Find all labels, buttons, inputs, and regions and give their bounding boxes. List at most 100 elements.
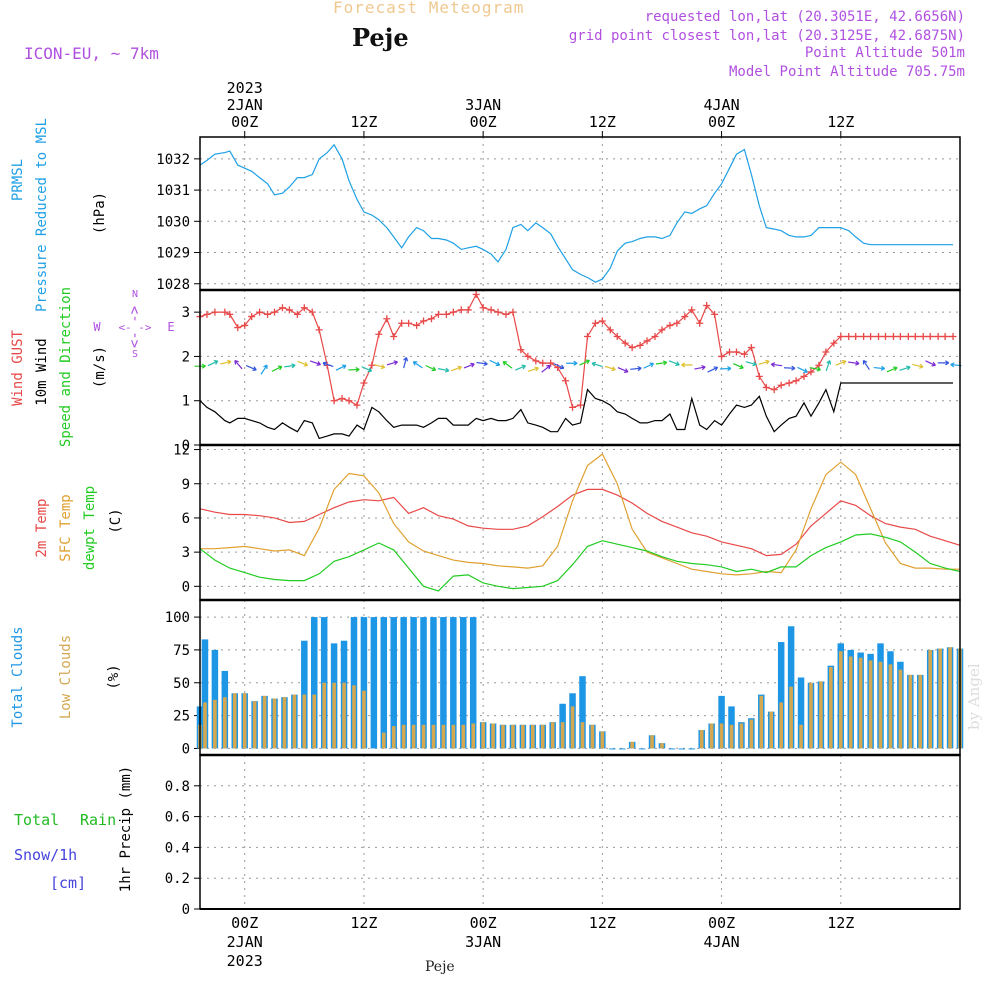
compass-s: S (132, 349, 138, 360)
bar-low-clouds (312, 694, 317, 749)
gust-marker (221, 308, 229, 316)
y-tick-label: 0 (182, 902, 190, 918)
bar-low-clouds (491, 723, 495, 749)
gust-marker (711, 310, 719, 318)
gust-marker (598, 317, 606, 325)
gust-marker (234, 324, 242, 332)
gust-marker (464, 306, 472, 314)
gust-marker (405, 319, 413, 327)
legend-cm: [cm] (50, 874, 86, 892)
bar-low-clouds (411, 724, 416, 749)
gust-marker (747, 344, 755, 352)
gust-marker (881, 333, 889, 340)
gust-marker (308, 308, 316, 316)
bar-low-clouds (630, 741, 634, 749)
bar-low-clouds (789, 686, 793, 749)
bar-low-clouds (461, 724, 466, 749)
model-altitude: Model Point Altitude 705.75m (728, 64, 965, 80)
gust-marker (830, 339, 838, 347)
y-tick-label: 25 (173, 709, 190, 725)
compass-ns-arrow: <- -> (127, 306, 143, 348)
bar-low-clouds (531, 724, 535, 749)
wind-direction-arrow (515, 364, 526, 371)
y-tick-label: 0.8 (165, 779, 190, 795)
gust-marker (688, 306, 696, 314)
gust-marker (315, 326, 323, 334)
model-label: ICON-EU, ~ 7km (24, 44, 159, 63)
bar-low-clouds (779, 702, 783, 749)
gust-marker (330, 397, 338, 405)
wind-direction-arrow (335, 364, 347, 371)
compass-e: E (167, 320, 174, 334)
wind-direction-arrow (668, 360, 680, 367)
bar-low-clouds (282, 697, 287, 749)
panel-clouds: 0 25 50 75 100 (165, 599, 964, 757)
bar-low-clouds (908, 674, 913, 749)
bar-low-clouds (203, 702, 207, 749)
bar-low-clouds (799, 724, 803, 749)
wind-direction-arrow (403, 356, 409, 369)
wind-direction-arrow (220, 359, 232, 365)
top-time-label: 00Z (470, 113, 497, 131)
wind-direction-arrow (386, 360, 398, 366)
y-tick-label: 3 (182, 545, 190, 561)
bar-low-clouds (501, 724, 505, 749)
wind-direction-arrow (450, 365, 462, 372)
bottom-time-label: 3JAN (465, 933, 501, 951)
gust-marker (293, 310, 301, 318)
bar-low-clouds (272, 698, 277, 749)
bar-low-clouds (600, 731, 605, 749)
wind-direction-arrow (758, 359, 770, 365)
gust-marker (949, 333, 957, 340)
wind-direction-arrow (694, 365, 706, 371)
gust-marker (368, 361, 376, 369)
gust-marker (300, 304, 308, 312)
wind-direction-arrow (873, 365, 886, 371)
panel-precip: 0 0.2 0.4 0.6 0.8 (165, 754, 961, 918)
bar-low-clouds (928, 649, 932, 749)
bar-low-clouds (819, 681, 823, 749)
panel-frame (199, 136, 961, 291)
bar-low-clouds (421, 724, 426, 749)
top-time-label: 2JAN (227, 96, 263, 114)
bar-low-clouds (292, 694, 297, 749)
wind-direction-arrow (770, 362, 783, 368)
gust-marker (338, 395, 346, 402)
wind-direction-arrow (412, 361, 423, 369)
bar-total-clouds (370, 617, 378, 749)
gust-marker (241, 321, 249, 329)
bar-low-clouds (888, 664, 893, 749)
gust-marker (494, 308, 502, 316)
bar-low-clouds (759, 695, 764, 749)
series-dewpt-temp (199, 533, 961, 592)
label-10m-wind: 10m Wind (34, 338, 50, 405)
compass-w: W (93, 320, 101, 334)
gust-marker (278, 304, 286, 312)
y-tick-label: 3 (182, 305, 190, 321)
gust-marker (845, 333, 853, 340)
y-tick-label: 0 (182, 579, 190, 595)
gust-marker (390, 333, 398, 340)
gust-marker (248, 313, 256, 321)
wind-direction-arrow (234, 359, 243, 370)
gust-marker (889, 333, 897, 340)
label-low-clouds: Low Clouds (58, 635, 74, 719)
requested-coords: requested lon,lat (20.3051E, 42.6656N) (644, 9, 965, 25)
gust-marker (896, 333, 904, 340)
gridpoint-coords: grid point closest lon,lat (20.3125E, 42… (568, 28, 965, 44)
bar-low-clouds (848, 656, 853, 749)
gust-marker (576, 401, 584, 409)
gust-marker (860, 333, 868, 340)
bar-low-clouds (918, 674, 923, 749)
bar-low-clouds (381, 732, 386, 749)
wind-direction-arrow (502, 360, 513, 369)
label-2m-temp: 2m Temp (34, 498, 50, 557)
y-tick-label: 6 (182, 511, 190, 527)
wind-direction-arrow (437, 367, 450, 373)
gust-marker (613, 333, 621, 340)
bar-low-clouds (938, 648, 942, 749)
bar-total-clouds (638, 748, 646, 750)
panel-temp: 0 3 6 9 12 (173, 443, 961, 601)
bar-low-clouds (242, 693, 247, 749)
